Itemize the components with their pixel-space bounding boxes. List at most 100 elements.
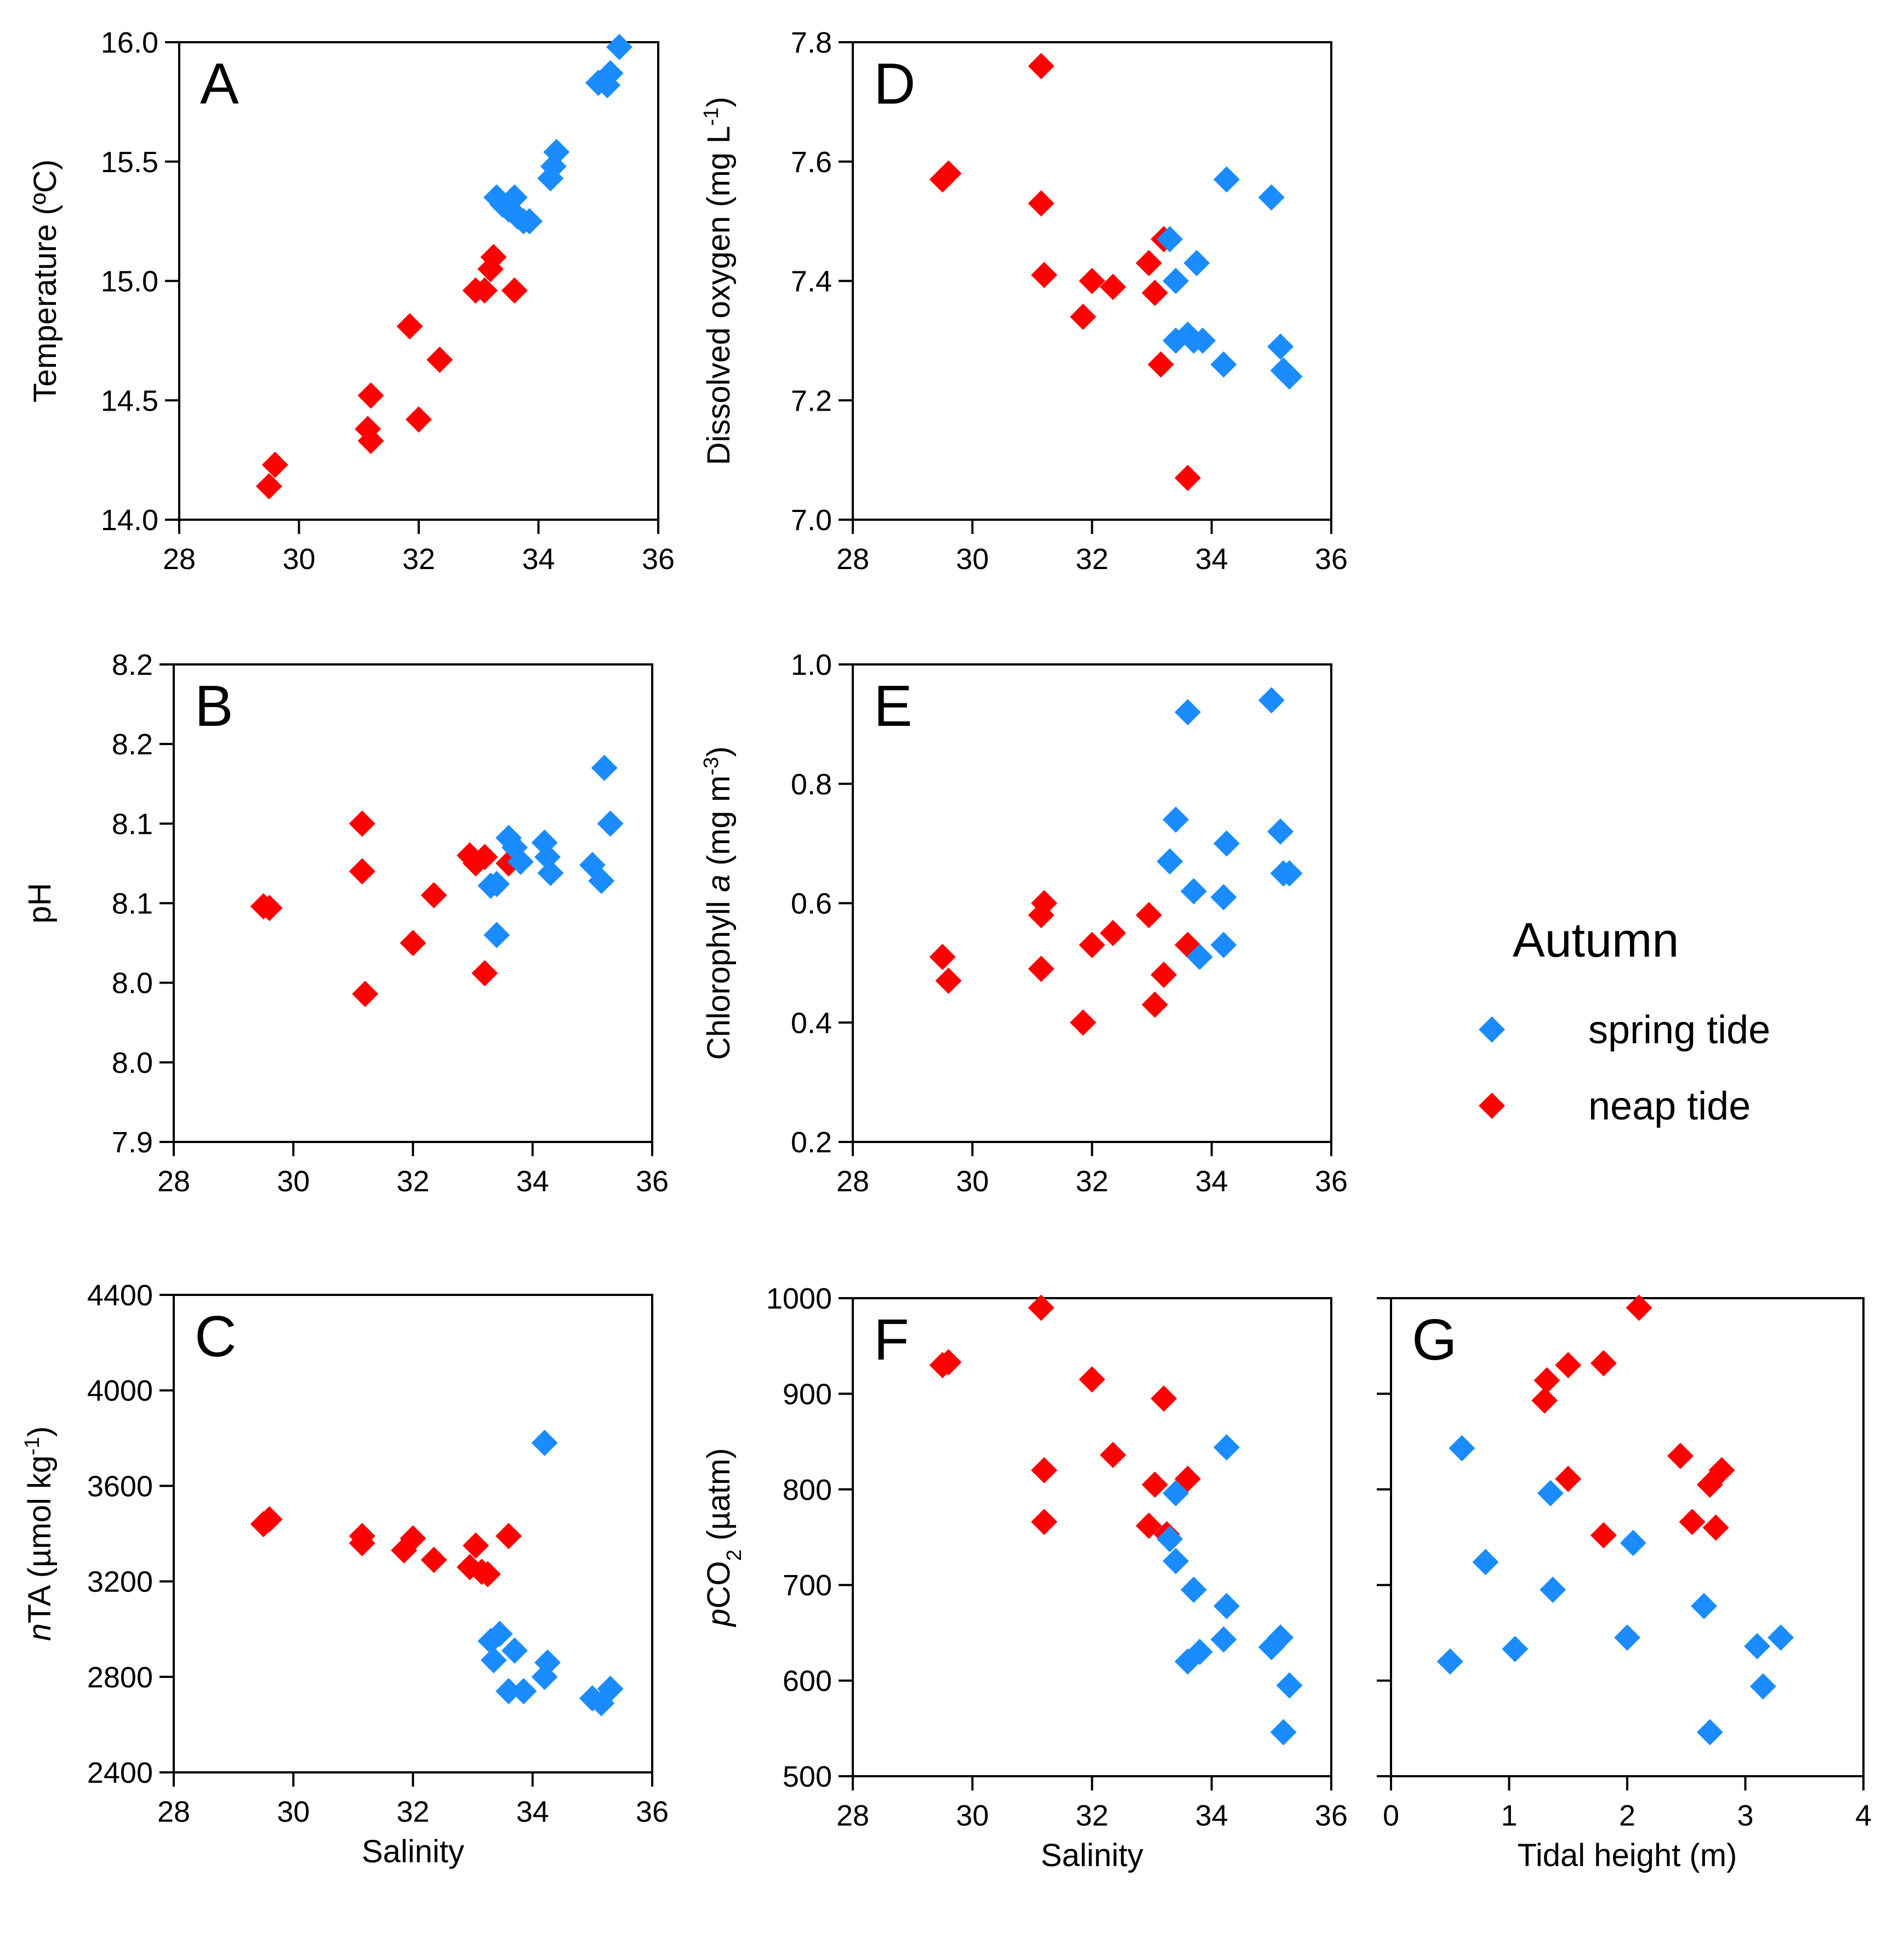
panel-letter: A — [200, 52, 239, 116]
data-point — [471, 277, 498, 304]
y-tick-label: 4400 — [87, 1279, 153, 1312]
y-tick-label: 1.0 — [791, 649, 832, 681]
y-tick-label: 0.4 — [791, 1007, 832, 1039]
y-tick-label: 8.2 — [112, 649, 153, 681]
y-axis-label: Dissolved oxygen (mg L-1) — [700, 96, 737, 465]
data-point — [537, 860, 564, 886]
data-point — [420, 882, 447, 908]
x-tick-label: 36 — [636, 1165, 669, 1198]
data-points — [255, 33, 632, 500]
data-point — [400, 930, 426, 957]
data-point — [483, 871, 510, 897]
legend-marker — [1479, 1093, 1505, 1119]
data-point — [261, 451, 288, 478]
data-point — [1614, 1624, 1640, 1651]
data-point — [1276, 1672, 1303, 1699]
data-point — [1136, 1513, 1162, 1539]
data-point — [1099, 274, 1126, 300]
panel-letter: B — [195, 674, 233, 738]
legend-title: Autumn — [1513, 913, 1679, 967]
data-point — [597, 1675, 624, 1702]
data-points — [250, 1430, 624, 1716]
x-tick-label: 28 — [836, 1165, 869, 1198]
y-tick-label: 2800 — [87, 1661, 153, 1694]
data-point — [935, 1349, 962, 1375]
data-point — [1213, 166, 1240, 193]
x-tick-label: 4 — [1855, 1799, 1872, 1832]
data-point — [531, 1430, 558, 1457]
data-point — [1590, 1522, 1617, 1549]
y-axis-label: Temperature (ºC) — [27, 160, 63, 402]
data-point — [1186, 943, 1213, 970]
series-spring-tide — [483, 33, 632, 235]
data-point — [1696, 1719, 1723, 1746]
y-tick-label: 4000 — [87, 1374, 153, 1407]
data-point — [501, 277, 528, 304]
y-tick-label: 8.2 — [112, 728, 153, 761]
data-point — [935, 968, 962, 994]
data-point — [1183, 249, 1210, 276]
data-point — [495, 1678, 522, 1704]
series-spring-tide — [477, 1430, 624, 1716]
data-point — [1031, 890, 1058, 917]
data-point — [1028, 190, 1054, 217]
data-point — [1620, 1530, 1646, 1556]
data-point — [1189, 327, 1216, 354]
plot-frame — [173, 663, 653, 1143]
panel-f: 28 30 32 34 36 500 600 700 800 900 1000 F Salinity pC… — [701, 1282, 1348, 1873]
panel-c: 28 30 32 34 36 2400 2800 3200 3600 4000 4400 C Salin… — [21, 1279, 669, 1869]
data-point — [1213, 1434, 1240, 1461]
data-point — [1667, 1442, 1694, 1469]
panel-a: 28 30 32 34 36 14.0 14.5 15.0 15.5 16.0 A Temperatu… — [27, 26, 675, 576]
data-point — [1258, 184, 1285, 211]
data-point — [1267, 1624, 1294, 1651]
data-point — [1210, 1626, 1237, 1653]
data-point — [1768, 1624, 1794, 1651]
x-tick-label: 34 — [522, 543, 555, 576]
data-point — [543, 139, 570, 166]
data-points — [250, 754, 624, 1007]
x-tick-label: 30 — [956, 1165, 989, 1198]
data-point — [420, 1547, 447, 1573]
data-point — [1540, 1576, 1566, 1603]
x-tick-label: 32 — [1075, 1799, 1108, 1832]
data-point — [1210, 884, 1237, 911]
x-tick-label: 36 — [1315, 1799, 1348, 1832]
data-point — [1175, 699, 1201, 726]
plot-frame — [852, 663, 1332, 1143]
x-tick-label: 36 — [1315, 543, 1348, 576]
y-tick-label: 7.8 — [791, 26, 832, 59]
y-axis-label: nTA (µmol kg-1) — [21, 1426, 58, 1641]
y-axis-label: pCO2 (µatm) — [701, 1448, 746, 1627]
data-point — [1267, 818, 1294, 845]
series-spring-tide — [1156, 687, 1303, 970]
y-tick-label: 0.2 — [791, 1126, 832, 1159]
data-point — [510, 1678, 537, 1704]
panel-d: 28 30 32 34 36 7.0 7.2 7.4 7.6 7.8 D Dissolved oxyg… — [700, 26, 1348, 576]
x-tick-label: 32 — [402, 543, 435, 576]
data-point — [1744, 1633, 1771, 1659]
data-point — [486, 1621, 513, 1647]
data-point — [352, 980, 379, 1007]
x-tick-label: 30 — [956, 1799, 989, 1832]
series-neap-tide — [1531, 1294, 1735, 1549]
data-point — [396, 313, 423, 340]
data-point — [1070, 303, 1097, 330]
x-tick-label: 32 — [396, 1165, 429, 1198]
data-point — [1142, 991, 1168, 1018]
legend-label: spring tide — [1588, 1008, 1770, 1052]
data-point — [1472, 1549, 1499, 1576]
y-tick-label: 2400 — [87, 1756, 153, 1789]
data-point — [357, 382, 384, 409]
data-point — [1162, 1548, 1189, 1574]
data-point — [256, 895, 283, 922]
data-point — [256, 1506, 283, 1533]
y-tick-label: 3200 — [87, 1566, 153, 1599]
x-tick-label: 36 — [1315, 1165, 1348, 1198]
series-spring-tide — [1156, 1434, 1303, 1746]
x-tick-label: 3 — [1737, 1799, 1753, 1832]
data-point — [349, 810, 375, 837]
data-point — [501, 1637, 528, 1664]
data-point — [463, 1532, 489, 1559]
x-tick-label: 28 — [157, 1165, 190, 1198]
